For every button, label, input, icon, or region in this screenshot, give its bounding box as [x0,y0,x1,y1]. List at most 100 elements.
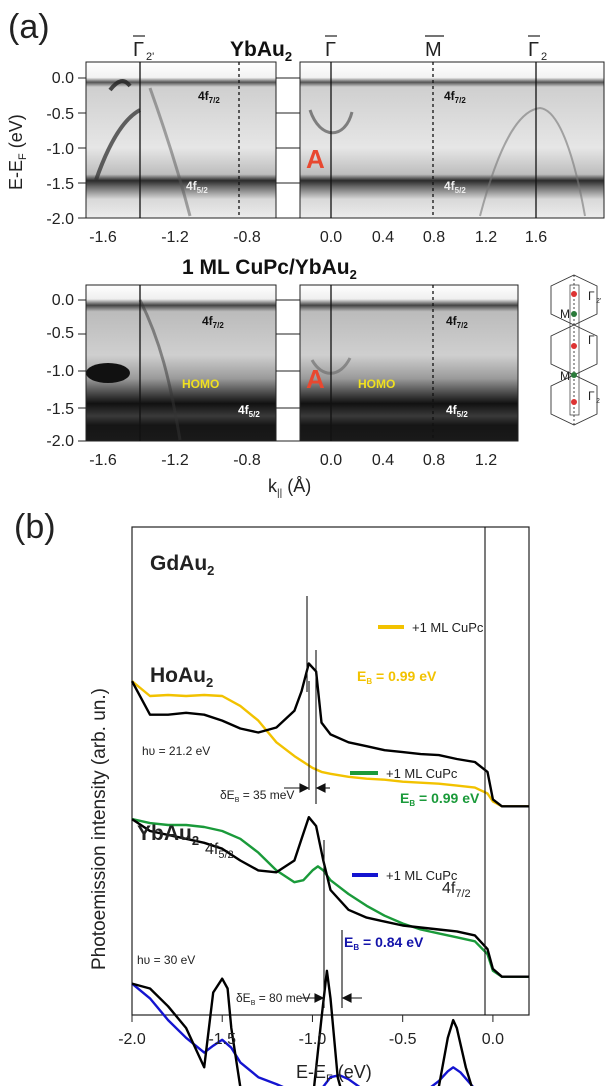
spectrum-0-1 [131,680,529,808]
peak-52: 4f5/2 [205,841,234,861]
title-top-text: YbAu [230,38,285,61]
sym-gamma2-sub: 2 [541,51,547,63]
svg-text:-0.8: -0.8 [233,452,261,469]
lbl-4f72-tr: 4f7/2 [444,89,466,105]
xticks-b: -2.0 -1.5 -1.0 -0.5 0.0 [118,1015,504,1048]
svg-text:-1.5: -1.5 [46,401,74,418]
spectrum-2-1 [131,982,474,1086]
svg-text:0.0: 0.0 [52,70,74,87]
legend-gd-text: +1 ML CuPc [412,620,484,635]
arpes-top-left: 4f7/2 4f5/2 [85,61,277,219]
eb-gd: EB = 0.99 eV [357,668,437,686]
panel-b-xlabel: E-EF (eV) [296,1062,372,1085]
svg-text:-0.5: -0.5 [46,325,74,342]
xtick-label: -1.0 [299,1031,327,1048]
svg-text:-1.0: -1.0 [46,363,74,380]
svg-text:Γ: Γ [588,389,595,403]
svg-text:-1.2: -1.2 [161,229,189,246]
svg-text:0.8: 0.8 [423,229,445,246]
svg-text:YbAu2: YbAu2 [230,38,292,64]
yb-label: YbAu2 [137,822,199,848]
spectrum-0-0 [130,662,529,808]
svg-text:Γ: Γ [588,289,595,303]
svg-text:-2.0: -2.0 [46,433,74,450]
tick-marks-bottom [78,299,300,442]
lbl-4f52-bl: 4f5/2 [238,403,260,419]
lbl-4f72-bl: 4f7/2 [202,314,224,330]
eb-yb: EB = 0.84 eV [344,934,424,952]
lbl-4f72-br: 4f7/2 [446,314,468,330]
title-top-sub: 2 [285,49,292,64]
title-top: YbAu2 [230,38,292,64]
ho-label: HoAu2 [150,664,213,690]
svg-text:-0.5: -0.5 [46,106,74,123]
svg-text:Γ: Γ [588,333,595,347]
arpes-bottom-right: 4f7/2 HOMO 4f5/2 A [299,284,519,442]
sym-gamma: Γ [325,39,336,61]
title-bottom: 1 ML CuPc/YbAu2 [182,256,357,282]
symmetry-labels-top: Γ 2' Γ M Γ 2 [133,35,547,63]
svg-text:-1.2: -1.2 [161,452,189,469]
sym-gamma2p: Γ [133,39,144,61]
spectrum-1-1 [131,817,529,978]
xtick-label: -2.0 [118,1031,146,1048]
panel-a-label: (a) [8,8,50,46]
svg-text:-1.6: -1.6 [89,452,117,469]
lbl-4f52-tr: 4f5/2 [444,179,466,195]
delta-ho: δEB = 35 meV [220,788,294,804]
svg-text:1.2: 1.2 [475,229,497,246]
xtick-label: 0.0 [482,1031,504,1048]
hv-yb: hυ = 30 eV [137,953,195,967]
xticks-top: -1.6 -1.2 -0.8 0.0 0.4 0.8 1.2 1.6 [89,229,547,246]
bz-labels: Γ 2' M Γ M Γ 2 [560,289,601,405]
svg-text:-1.5: -1.5 [46,176,74,193]
xtick-label: -0.5 [389,1031,417,1048]
sym-gamma2: Γ [528,39,539,61]
svg-text:-0.8: -0.8 [233,229,261,246]
svg-text:1.6: 1.6 [525,229,547,246]
spectra [130,662,529,1086]
spectrum-2-0 [131,969,473,1086]
legend-ho-text: +1 ML CuPc [386,766,458,781]
arpes-bottom-left: 4f7/2 HOMO 4f5/2 [85,284,277,442]
svg-text:0.0: 0.0 [52,292,74,309]
lbl-4f52-br: 4f5/2 [446,403,468,419]
panel-a-xlabel: k|| (Å) [268,476,311,499]
tick-marks-top [78,77,300,219]
lbl-a-top: A [306,144,325,174]
svg-text:0.8: 0.8 [423,452,445,469]
lbl-4f72-tl: 4f7/2 [198,89,220,105]
lbl-homo-bl: HOMO [182,377,219,391]
lbl-4f52-tl: 4f5/2 [186,179,208,195]
sym-gamma2p-sub: 2' [146,51,154,63]
brillouin-zone-inset [550,274,598,426]
svg-text:-1.0: -1.0 [46,141,74,158]
svg-text:0.0: 0.0 [320,229,342,246]
yticks-bottom: 0.0 -0.5 -1.0 -1.5 -2.0 [46,292,74,450]
spectrum-1-0 [131,816,529,978]
svg-text:-1.6: -1.6 [89,229,117,246]
panel-b-ylabel: Photoemission intensity (arb. un.) [89,688,110,970]
svg-text:1.2: 1.2 [475,452,497,469]
xticks-bottom: -1.6 -1.2 -0.8 0.0 0.4 0.8 1.2 [89,452,497,469]
yticks-top: 0.0 -0.5 -1.0 -1.5 -2.0 [46,70,74,228]
sym-m: M [425,39,442,61]
panel-a-ylabel: E-EF (eV) [6,114,29,190]
svg-text:2': 2' [596,298,601,305]
gd-label: GdAu2 [150,552,214,578]
delta-yb: δEB = 80 meV [236,991,310,1007]
peak-72: 4f7/2 [442,880,471,900]
hv-ho: hυ = 21.2 eV [142,744,210,758]
svg-text:0.0: 0.0 [320,452,342,469]
lbl-homo-br: HOMO [358,377,395,391]
arpes-top-right: 4f7/2 4f5/2 A [299,61,605,219]
eb-ho: EB = 0.99 eV [400,790,480,808]
svg-text:M: M [560,369,570,383]
svg-text:2: 2 [596,398,600,405]
reference-lines [284,527,486,1015]
svg-text:0.4: 0.4 [372,452,394,469]
legend-yb-text: +1 ML CuPc [386,868,458,883]
lbl-a-bottom: A [306,364,325,394]
xtick-label: -1.5 [208,1031,236,1048]
